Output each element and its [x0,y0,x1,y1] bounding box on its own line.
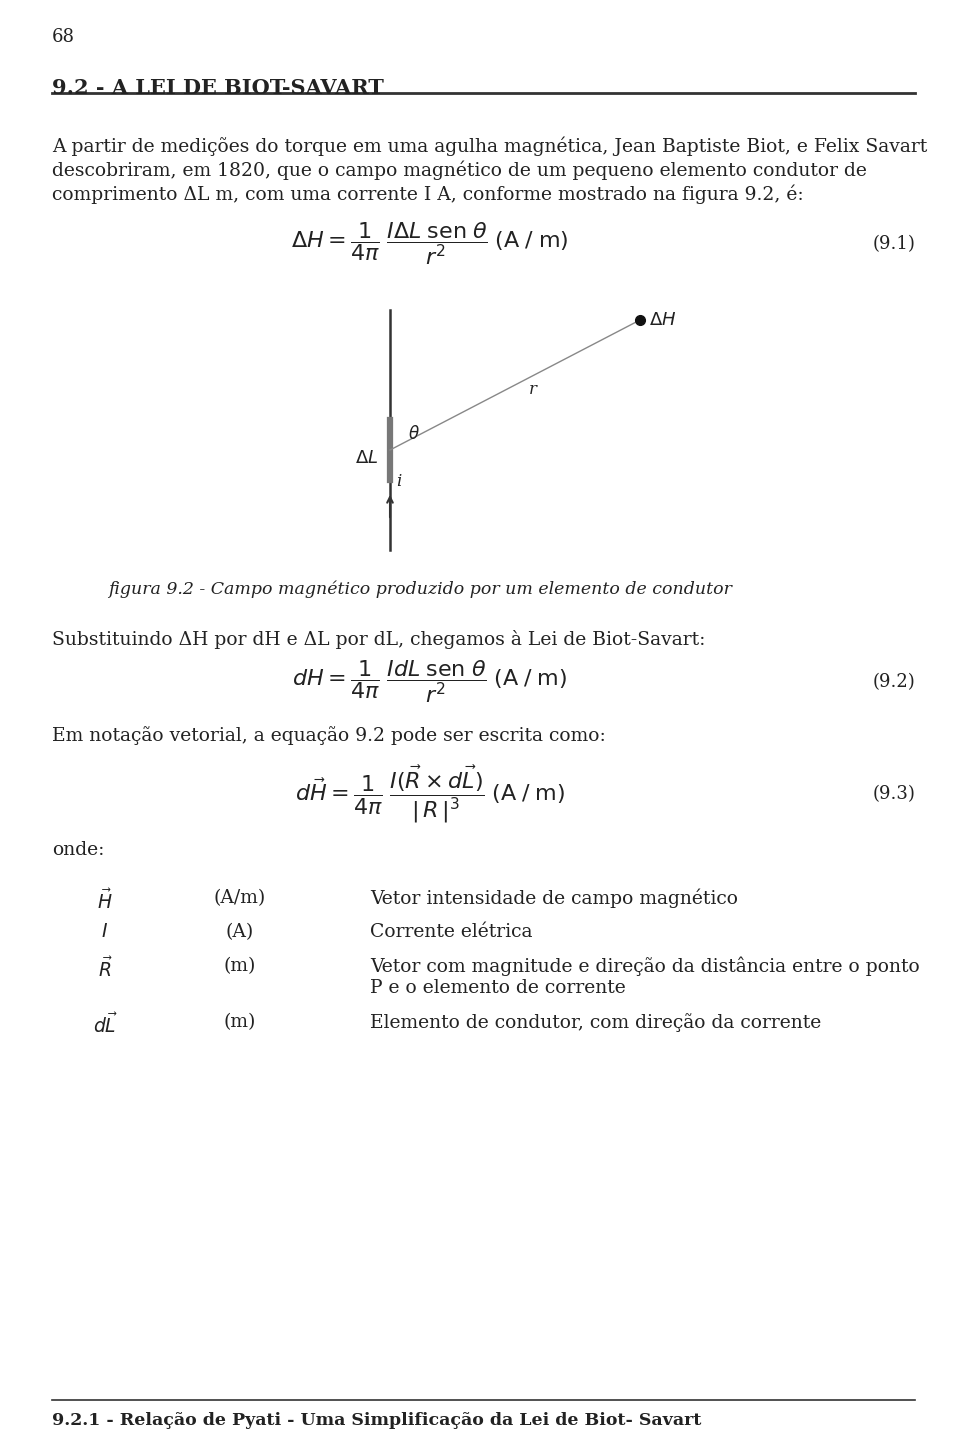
Text: P e o elemento de corrente: P e o elemento de corrente [370,979,626,997]
Text: i: i [396,473,401,490]
Text: (A): (A) [226,923,254,940]
Text: Elemento de condutor, com direção da corrente: Elemento de condutor, com direção da cor… [370,1012,821,1032]
Text: r: r [529,381,537,398]
Text: A partir de medições do torque em uma agulha magnética, Jean Baptiste Biot, e Fe: A partir de medições do torque em uma ag… [52,137,927,155]
Text: Corrente elétrica: Corrente elétrica [370,923,533,940]
Text: 9.2 - A LEI DE BIOT-SAVART: 9.2 - A LEI DE BIOT-SAVART [52,78,384,98]
Text: $\vec{H}$: $\vec{H}$ [97,889,112,913]
Text: (m): (m) [224,1012,256,1031]
Text: $I$: $I$ [102,923,108,940]
Text: $\Delta L$: $\Delta L$ [355,449,378,467]
Text: Vetor intensidade de campo magnético: Vetor intensidade de campo magnético [370,889,738,909]
Text: (9.1): (9.1) [872,234,915,253]
Text: Substituindo ΔH por dH e ΔL por dL, chegamos à Lei de Biot-Savart:: Substituindo ΔH por dH e ΔL por dL, cheg… [52,630,706,649]
Text: $\Delta H$: $\Delta H$ [649,311,677,329]
Text: onde:: onde: [52,841,105,858]
Text: 9.2.1 - Relação de Pyati - Uma Simplificação da Lei de Biot- Savart: 9.2.1 - Relação de Pyati - Uma Simplific… [52,1412,702,1429]
Text: $d\vec{H}=\dfrac{1}{4\pi}\;\dfrac{I(\vec{R}\times d\vec{L})}{|\,R\,|^{3}}\;\math: $d\vec{H}=\dfrac{1}{4\pi}\;\dfrac{I(\vec… [295,764,565,825]
Text: $\Delta H=\dfrac{1}{4\pi}\;\dfrac{I\Delta L\;\mathrm{sen}\;\theta}{r^{2}}\;\math: $\Delta H=\dfrac{1}{4\pi}\;\dfrac{I\Delt… [291,220,568,267]
Text: descobriram, em 1820, que o campo magnético de um pequeno elemento condutor de: descobriram, em 1820, que o campo magnét… [52,160,867,180]
Text: $\theta$: $\theta$ [408,426,420,443]
Text: $dH=\dfrac{1}{4\pi}\;\dfrac{IdL\;\mathrm{sen}\;\theta}{r^{2}}\;\mathrm{(A\;/\;m): $dH=\dfrac{1}{4\pi}\;\dfrac{IdL\;\mathrm… [293,659,567,705]
Text: Em notação vetorial, a equação 9.2 pode ser escrita como:: Em notação vetorial, a equação 9.2 pode … [52,726,606,745]
Text: $d\vec{L}$: $d\vec{L}$ [92,1012,117,1037]
Text: figura 9.2 - Campo magnético produzido por um elemento de condutor: figura 9.2 - Campo magnético produzido p… [108,580,732,598]
Text: (9.3): (9.3) [872,785,915,802]
Text: Vetor com magnitude e direção da distância entre o ponto: Vetor com magnitude e direção da distânc… [370,958,920,976]
Text: (A/m): (A/m) [214,889,266,907]
Text: 68: 68 [52,27,75,46]
Text: (9.2): (9.2) [873,673,915,692]
Text: $\vec{R}$: $\vec{R}$ [98,958,112,981]
Text: (m): (m) [224,958,256,975]
Text: comprimento ΔL m, com uma corrente I A, conforme mostrado na figura 9.2, é:: comprimento ΔL m, com uma corrente I A, … [52,184,804,204]
